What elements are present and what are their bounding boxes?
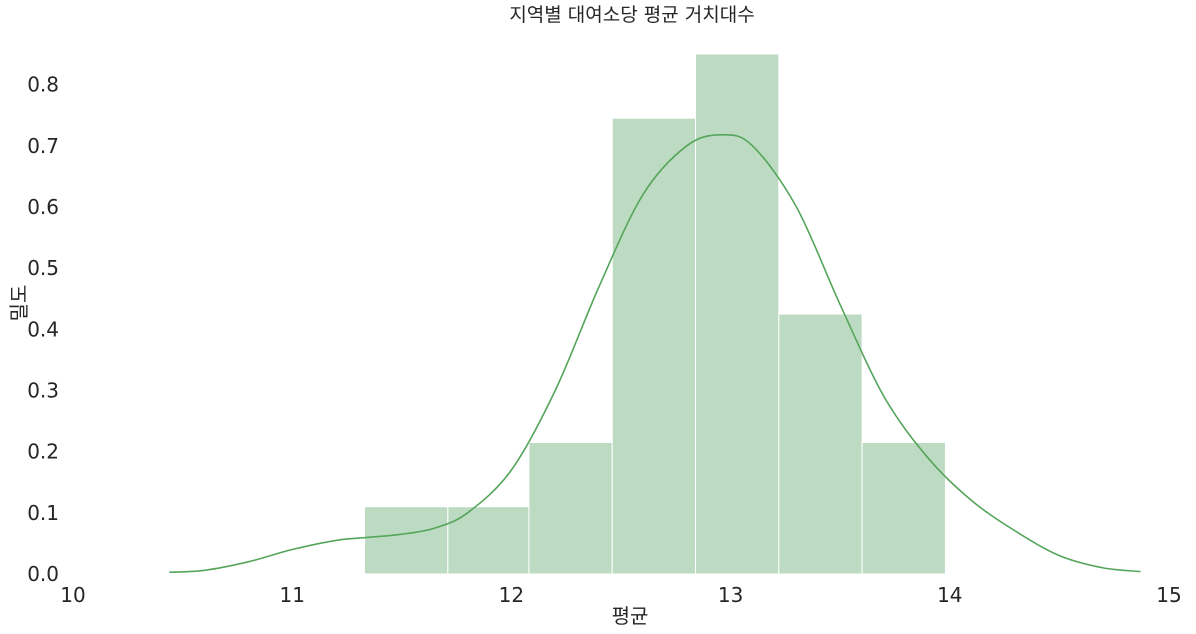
y-tick-label: 0.1 [27,501,59,525]
y-axis-title: 밀도 [7,285,31,322]
y-tick-label: 0.2 [27,440,59,464]
x-tick-label: 14 [937,583,962,607]
histogram-bar [695,53,780,575]
histogram-bar [861,441,946,575]
histogram-bar [778,313,863,575]
y-tick-label: 0.7 [27,134,59,158]
histogram-bar [611,117,697,575]
y-tick-label: 0.5 [27,256,59,280]
x-tick-label: 11 [279,583,304,607]
x-tick-label: 15 [1156,583,1181,607]
x-tick-label: 10 [60,583,85,607]
y-axis-ticks: 0.0 0.1 0.2 0.3 0.4 0.5 0.6 0.7 0.8 [27,73,59,586]
x-tick-label: 12 [499,583,524,607]
y-tick-label: 0.4 [27,317,59,341]
histogram-bar [447,506,530,575]
kde-curve [169,133,1141,573]
y-tick-label: 0.3 [27,378,59,402]
y-tick-label: 0.0 [27,562,59,586]
histogram-bars [364,53,946,575]
chart-title: 지역별 대여소당 평균 거치대수 [509,4,754,26]
x-axis-ticks: 10 11 12 13 14 15 [60,583,1181,607]
histogram-bar [364,506,449,575]
histogram-bar [528,441,613,575]
y-tick-label: 0.8 [27,73,59,97]
x-tick-label: 13 [718,583,743,607]
x-axis-title: 평균 [612,604,649,628]
y-tick-label: 0.6 [27,195,59,219]
